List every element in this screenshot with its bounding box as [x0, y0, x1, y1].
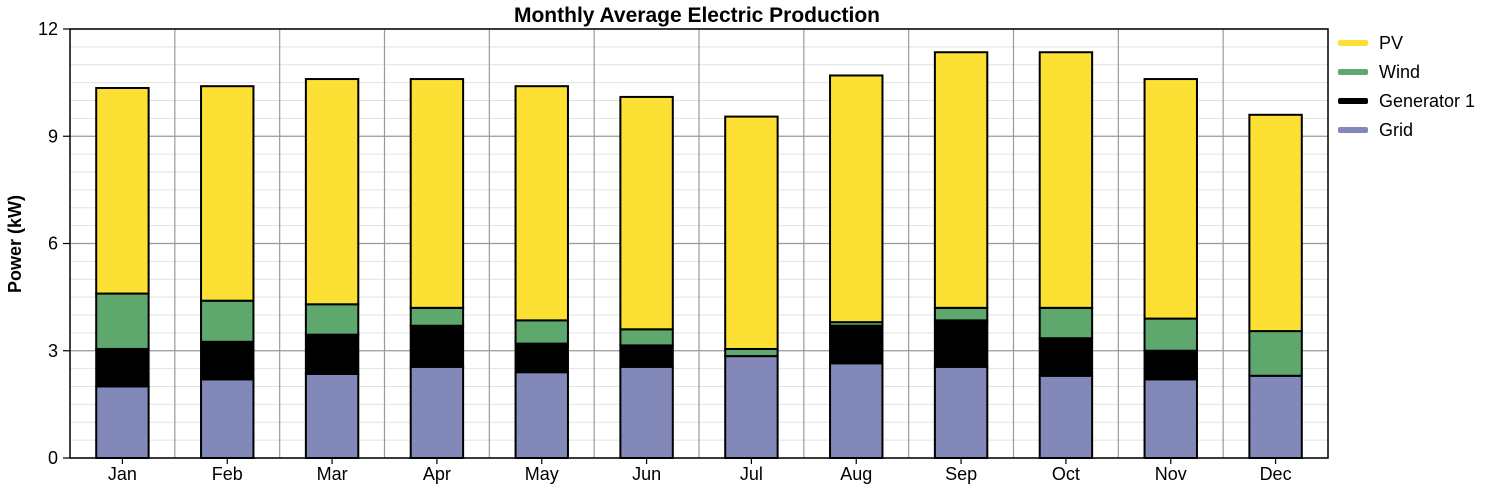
x-tick-label: Jul	[740, 464, 763, 484]
bar-segment-wind	[724, 347, 779, 358]
legend-swatch-wind	[1338, 69, 1368, 75]
bar-segment-wind	[514, 319, 569, 345]
bar-segment-pv	[724, 115, 779, 350]
y-tick-label: 9	[48, 126, 58, 146]
bar-segment-grid	[200, 378, 255, 460]
bar-segment-wind	[95, 292, 150, 350]
bar-segment-pv	[1143, 78, 1198, 320]
bar-segment-pv	[200, 85, 255, 302]
bar-segment-generator-1	[200, 340, 255, 381]
legend-label-wind: Wind	[1379, 62, 1420, 82]
x-tick-label: Aug	[840, 464, 872, 484]
bars	[95, 51, 1303, 460]
bar-segment-pv	[619, 95, 674, 331]
grid-lines	[70, 28, 1328, 459]
bar-segment-grid	[1038, 374, 1094, 459]
legend-label-generator-1: Generator 1	[1379, 91, 1475, 111]
x-tick-label: Mar	[317, 464, 348, 484]
chart-title: Monthly Average Electric Production	[514, 4, 880, 27]
bar-segment-generator-1	[409, 324, 465, 368]
x-tick-label: Oct	[1052, 464, 1080, 484]
bar-segment-grid	[619, 365, 674, 459]
bar-segment-pv	[514, 85, 569, 322]
y-tick-label: 0	[48, 448, 58, 468]
bar-segment-wind	[409, 306, 465, 327]
legend-label-grid: Grid	[1379, 120, 1413, 140]
x-tick-label: May	[525, 464, 559, 484]
bar-segment-pv	[1038, 51, 1094, 309]
bar-segment-pv	[1248, 113, 1303, 333]
bar-segment-generator-1	[1143, 349, 1198, 381]
y-tick-label: 6	[48, 234, 58, 254]
bar-segment-grid	[514, 371, 569, 460]
bar-segment-generator-1	[829, 324, 884, 365]
legend-swatch-pv	[1338, 40, 1368, 46]
bar-segment-generator-1	[933, 319, 989, 368]
legend-swatch-grid	[1338, 127, 1368, 133]
bar-segment-grid	[95, 385, 150, 459]
x-tick-label: Apr	[423, 464, 451, 484]
bar-segment-wind	[933, 306, 989, 322]
bar-segment-wind	[1248, 330, 1303, 377]
bar-segment-grid	[829, 362, 884, 460]
bar-segment-wind	[1143, 317, 1198, 352]
y-axis-label: Power (kW)	[5, 195, 25, 293]
y-tick-label: 3	[48, 341, 58, 361]
x-tick-label: Nov	[1155, 464, 1187, 484]
axes: Jan Feb Mar Apr May Jun Jul Aug Sep Oct Nov Dec 0 3 6 9…	[38, 19, 1329, 484]
bar-segment-wind	[1038, 306, 1094, 340]
bar-segment-pv	[933, 51, 989, 309]
bar-segment-wind	[304, 303, 360, 336]
bar-segment-wind	[200, 299, 255, 343]
bar-segment-grid	[1143, 378, 1198, 460]
y-tick-label: 12	[38, 19, 58, 39]
bar-segment-pv	[829, 74, 884, 324]
x-tick-label: Jan	[108, 464, 137, 484]
legend-swatch-generator-1	[1338, 98, 1368, 104]
bar-segment-generator-1	[95, 347, 150, 388]
bar-segment-generator-1	[514, 342, 569, 374]
x-tick-label: Jun	[632, 464, 661, 484]
bar-segment-wind	[619, 328, 674, 347]
bar-segment-grid	[304, 372, 360, 459]
x-tick-label: Sep	[945, 464, 977, 484]
bar-segment-grid	[1248, 374, 1303, 459]
bar-segment-pv	[304, 78, 360, 306]
bar-segment-generator-1	[1038, 337, 1094, 377]
bar-segment-generator-1	[304, 333, 360, 375]
bar-segment-grid	[409, 365, 465, 459]
x-tick-label: Feb	[212, 464, 243, 484]
bar-segment-grid	[933, 365, 989, 459]
bar-segment-generator-1	[619, 344, 674, 368]
bar-segment-pv	[409, 78, 465, 309]
x-tick-label: Dec	[1260, 464, 1292, 484]
legend: PV Wind Generator 1 Grid	[1338, 33, 1475, 140]
legend-label-pv: PV	[1379, 33, 1403, 53]
bar-segment-grid	[724, 355, 779, 459]
bar-segment-pv	[95, 86, 150, 295]
